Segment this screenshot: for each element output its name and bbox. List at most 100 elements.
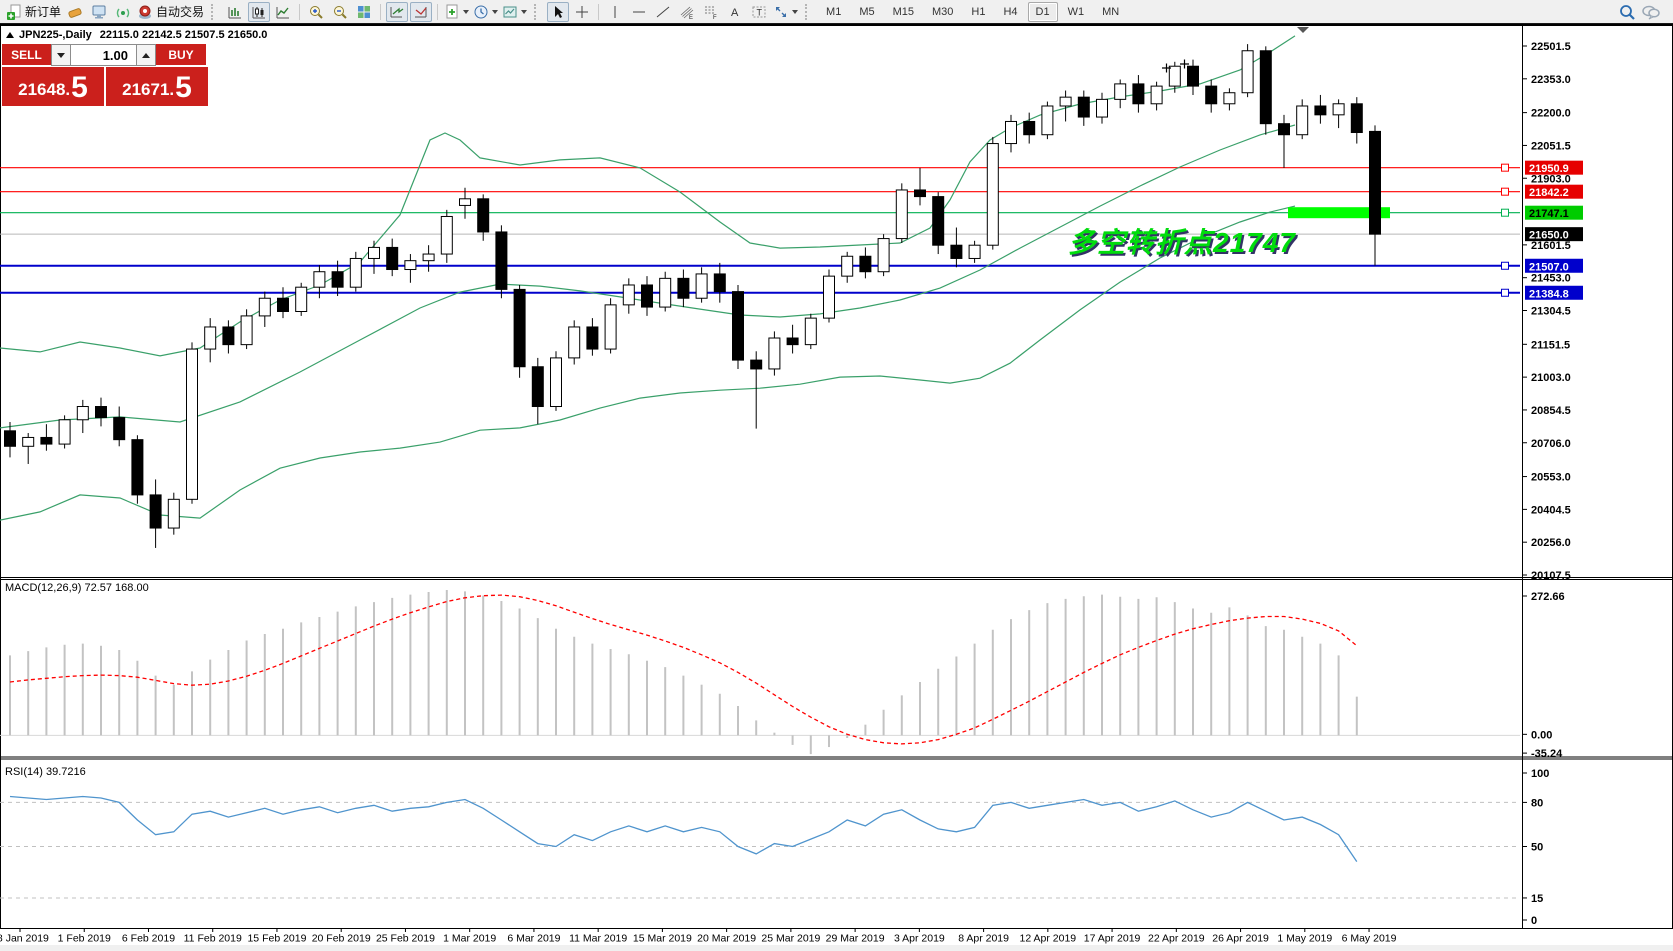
- timeframe-d1-button[interactable]: D1: [1027, 1, 1058, 22]
- candle-body: [568, 326, 581, 359]
- bar-chart-button[interactable]: [224, 2, 246, 22]
- add-indicator-caret-icon[interactable]: [463, 9, 470, 14]
- channel-button[interactable]: E: [676, 2, 698, 22]
- candle-body: [1369, 130, 1381, 235]
- macd-axis-label: -35.24: [1531, 748, 1563, 760]
- timeframe-w1-button[interactable]: W1: [1067, 5, 1085, 18]
- channel-icon: E: [680, 6, 694, 20]
- zoom-out-button[interactable]: [329, 2, 351, 22]
- text-label-button[interactable]: T: [748, 2, 770, 22]
- timeframe-m1-button[interactable]: M1: [826, 5, 842, 18]
- line-handle[interactable]: [1501, 208, 1509, 217]
- zoom-out-icon: [334, 5, 347, 19]
- price-badge-label: 21384.8: [1529, 288, 1569, 300]
- indicator-window-button[interactable]: [386, 1, 409, 22]
- buy-button[interactable]: BUY: [156, 44, 206, 66]
- price-tick-label: 20107.5: [1531, 570, 1571, 582]
- candle-body: [1168, 65, 1181, 87]
- toolbar-separator: [380, 3, 382, 20]
- toolbar-separator: [598, 3, 600, 20]
- price-badge-label: 21842.2: [1529, 187, 1569, 199]
- date-label: 22 Apr 2019: [1148, 933, 1205, 945]
- date-label: 25 Mar 2019: [761, 933, 820, 945]
- candle-body: [58, 419, 71, 445]
- candle-body: [1059, 96, 1072, 107]
- chart-background: [0, 24, 1673, 951]
- new-order-button[interactable]: 新订单: [5, 2, 62, 22]
- candle-body: [786, 337, 799, 346]
- indicator-window-icon: [390, 6, 404, 17]
- line-handle[interactable]: [1501, 288, 1509, 297]
- sell-button[interactable]: SELL: [2, 44, 51, 66]
- templates-caret-icon[interactable]: [521, 9, 528, 14]
- candle-body: [495, 231, 508, 290]
- timeframe-m15-button[interactable]: M15: [892, 5, 914, 18]
- shapes-button[interactable]: [772, 2, 799, 22]
- volume-input[interactable]: 1.00: [71, 44, 136, 66]
- eraser-button[interactable]: [64, 2, 86, 22]
- timeframe-m5-button[interactable]: M5: [859, 5, 875, 18]
- timeframe-mn-button[interactable]: MN: [1102, 5, 1120, 18]
- buy-price[interactable]: 21671. 5: [106, 67, 208, 106]
- highlight-zone[interactable]: [1288, 207, 1390, 219]
- candle-body: [22, 436, 35, 447]
- price-tick-label: 20256.0: [1531, 537, 1571, 549]
- toolbar-separator: [437, 3, 439, 20]
- candle-body: [1296, 105, 1309, 136]
- signal-icon: [116, 8, 130, 17]
- crosshair-icon: [576, 5, 589, 18]
- indicator-window-alt-button[interactable]: [410, 1, 433, 22]
- candlestick-chart-button[interactable]: [248, 1, 271, 22]
- volume-decrease-button[interactable]: [51, 44, 71, 66]
- horizontal-line-button[interactable]: [628, 2, 650, 22]
- zoom-in-button[interactable]: [305, 2, 327, 22]
- collapse-triangle-icon[interactable]: [6, 32, 14, 38]
- terminal-button[interactable]: [88, 2, 110, 22]
- text-button[interactable]: A: [724, 2, 746, 22]
- candle-body: [368, 246, 380, 259]
- tile-windows-button[interactable]: [353, 2, 375, 22]
- shapes-caret-icon[interactable]: [792, 9, 799, 14]
- add-indicator-button[interactable]: [443, 2, 470, 22]
- macd-axis-label: 272.66: [1531, 591, 1565, 603]
- auto-trading-button[interactable]: 自动交易: [136, 2, 205, 22]
- trendline-button[interactable]: [652, 2, 674, 22]
- vertical-line-button[interactable]: [604, 2, 626, 22]
- cursor-button[interactable]: [547, 1, 570, 22]
- main-toolbar: 新订单 自动交易: [0, 0, 1673, 25]
- line-handle[interactable]: [1501, 261, 1509, 270]
- macd-indicator-label: MACD(12,26,9) 72.57 168.00: [5, 582, 149, 594]
- crosshair-button[interactable]: [571, 2, 593, 22]
- fibonacci-button[interactable]: F: [700, 2, 722, 22]
- line-handle[interactable]: [1501, 187, 1509, 196]
- chart-shift-marker-icon: [1297, 27, 1309, 33]
- price-tick-label: 22200.0: [1531, 108, 1571, 120]
- candle-body: [1077, 96, 1090, 118]
- chart-canvas[interactable]: 22501.5 22353.0 22200.0 22051.5 21903.0 21601…: [0, 24, 1673, 951]
- line-handle[interactable]: [1501, 163, 1509, 172]
- chat-button[interactable]: [1640, 2, 1662, 22]
- templates-button[interactable]: [501, 2, 528, 22]
- candle-body: [531, 366, 544, 408]
- price-tick-label: 21903.0: [1531, 173, 1571, 185]
- candle-body: [713, 273, 726, 293]
- candle-body: [477, 198, 490, 233]
- signal-button[interactable]: [112, 2, 134, 22]
- sell-price[interactable]: 21648. 5: [2, 67, 104, 106]
- timeframe-h4-button[interactable]: H4: [1003, 5, 1018, 18]
- candle-body: [1187, 65, 1199, 87]
- timeframe-m30-button[interactable]: M30: [932, 5, 954, 18]
- date-label: 1 Mar 2019: [443, 933, 496, 945]
- timeframe-h1-button[interactable]: H1: [971, 5, 986, 18]
- search-button[interactable]: [1616, 2, 1638, 22]
- pivot-annotation[interactable]: 多空转折点21747: [1068, 227, 1296, 258]
- text-icon: A: [731, 7, 739, 19]
- line-chart-button[interactable]: [272, 2, 294, 22]
- periods-button[interactable]: [472, 2, 499, 22]
- price-badge-label: 21747.1: [1529, 208, 1569, 220]
- symbol-period-label: JPN225-,Daily: [19, 29, 92, 41]
- one-click-trading-panel: SELL 1.00 BUY 21648. 5 21671. 5: [2, 44, 208, 106]
- volume-increase-button[interactable]: [136, 44, 156, 66]
- periods-caret-icon[interactable]: [492, 9, 499, 14]
